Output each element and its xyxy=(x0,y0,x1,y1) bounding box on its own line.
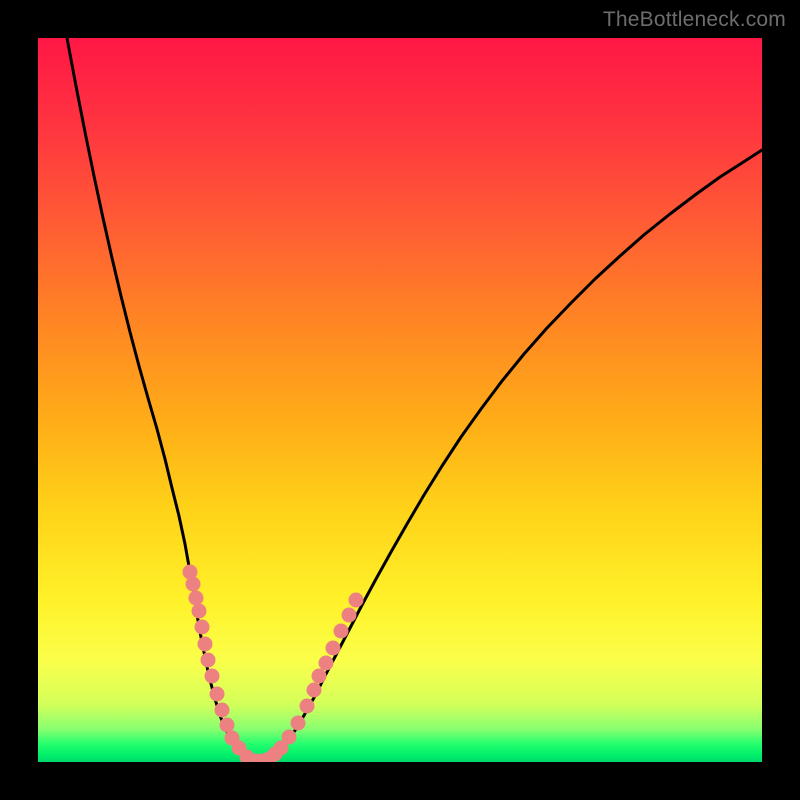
bottleneck-chart xyxy=(0,0,800,800)
marker-dot xyxy=(195,620,210,635)
marker-dot xyxy=(319,656,334,671)
marker-dot xyxy=(349,593,364,608)
marker-dot xyxy=(205,669,220,684)
marker-dot xyxy=(282,730,297,745)
marker-dot xyxy=(291,716,306,731)
marker-dot xyxy=(312,669,327,684)
marker-dot xyxy=(186,577,201,592)
marker-dot xyxy=(215,703,230,718)
chart-svg xyxy=(0,0,800,800)
marker-dot xyxy=(307,683,322,698)
watermark-text: TheBottleneck.com xyxy=(603,8,786,32)
marker-dot xyxy=(342,608,357,623)
marker-dot xyxy=(210,687,225,702)
marker-dot xyxy=(300,699,315,714)
chart-border xyxy=(0,0,38,800)
marker-dot xyxy=(334,624,349,639)
gradient-background xyxy=(38,38,762,762)
marker-dot xyxy=(220,718,235,733)
marker-dot xyxy=(201,653,216,668)
marker-dot xyxy=(326,641,341,656)
chart-border xyxy=(762,0,800,800)
marker-dot xyxy=(192,604,207,619)
marker-dot xyxy=(198,637,213,652)
chart-border xyxy=(0,762,800,800)
marker-dot xyxy=(189,591,204,606)
